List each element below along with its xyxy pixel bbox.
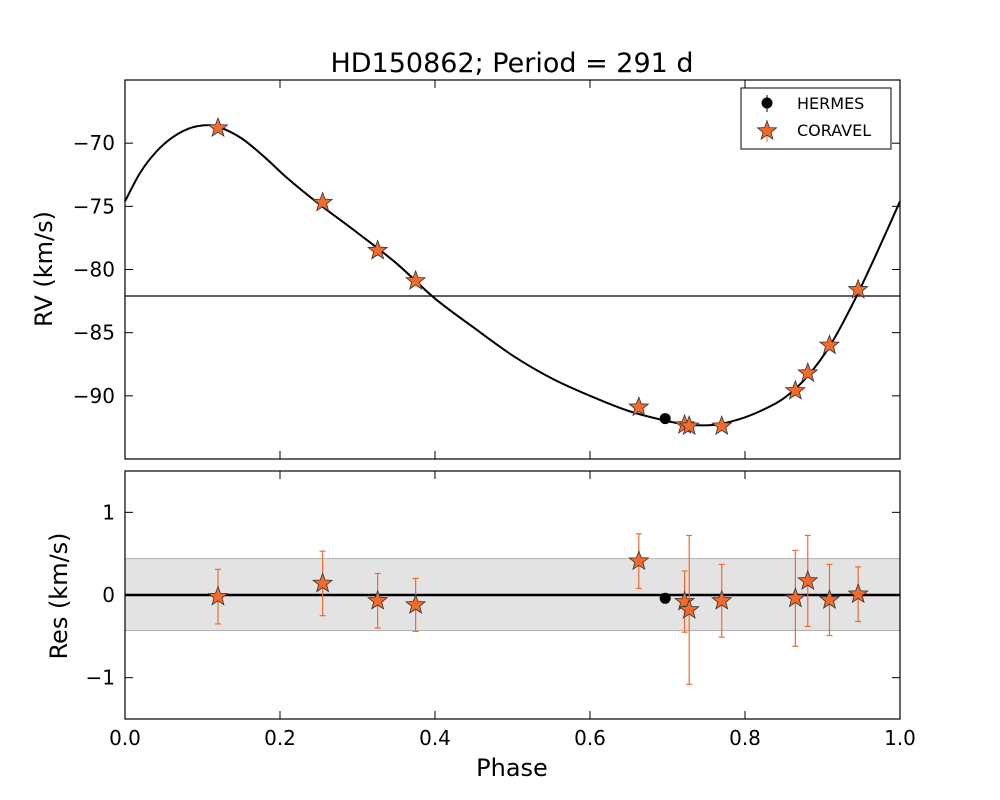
coravel-rv-point [797, 361, 819, 383]
coravel-residual-point [673, 590, 696, 611]
coravel-residual-point [312, 572, 334, 593]
x-tick-label: 0.6 [574, 726, 606, 750]
coravel-residual-point [784, 587, 806, 608]
bottom-panel-ticks: 1 0 −1 0.0 0.2 0.4 0.6 0.8 1.0 [86, 471, 916, 750]
coravel-rv-point [207, 116, 229, 138]
coravel-rv-point [818, 334, 841, 355]
legend: HERMES CORAVEL [740, 87, 892, 150]
x-tick-label: 0.4 [419, 726, 451, 750]
bottom-y-tick-label: 1 [102, 500, 115, 524]
coravel-rv-point [784, 379, 806, 400]
coravel-rv-point [367, 239, 389, 260]
top-panel-ticks: −70 −75 −80 −85 −90 [73, 80, 901, 459]
coravel-residual-point [711, 589, 733, 610]
top-panel: −70 −75 −80 −85 −90 RV (km/s) HERMES CORAVEL [30, 79, 901, 460]
coravel-residual-point [367, 589, 389, 610]
x-axis-label: Phase [476, 754, 548, 782]
x-tick-label: 0.0 [109, 726, 141, 750]
orbit-fit-curve [124, 124, 901, 427]
bottom-y-axis-label: Res (km/s) [45, 532, 73, 659]
coravel-residual-point [678, 598, 700, 619]
coravel-rv-point [405, 269, 427, 290]
coravel-residual-point [628, 549, 650, 571]
coravel-rv-point [678, 415, 700, 436]
coravel-rv-point [711, 415, 733, 436]
legend-coravel-marker [756, 119, 778, 141]
top-panel-marks [207, 116, 869, 436]
coravel-residual-point [207, 585, 229, 606]
coravel-rv-point [628, 396, 650, 417]
x-tick-label: 0.8 [729, 726, 761, 750]
top-y-tick-label: −75 [73, 194, 115, 218]
legend-hermes-label: HERMES [797, 94, 864, 113]
hermes-residual-point [659, 592, 671, 604]
coravel-rv-point [312, 191, 334, 212]
coravel-residual-point [847, 583, 869, 604]
coravel-residual-point [818, 588, 841, 609]
coravel-residual-point [405, 593, 427, 614]
top-y-tick-label: −70 [73, 131, 115, 155]
chart-title: HD150862; Period = 291 d [330, 48, 693, 79]
bottom-panel: 1 0 −1 0.0 0.2 0.4 0.6 0.8 1.0 Res (km/s) [45, 470, 916, 750]
top-y-axis-label: RV (km/s) [30, 211, 58, 327]
coravel-residual-point [797, 569, 819, 590]
x-tick-label: 0.2 [264, 726, 296, 750]
top-y-tick-label: −80 [73, 258, 115, 282]
bottom-panel-marks [207, 533, 869, 685]
bottom-y-tick-label: −1 [86, 666, 115, 690]
hermes-rv-point [659, 413, 671, 425]
top-y-tick-label: −85 [73, 321, 115, 345]
legend-coravel-label: CORAVEL [797, 121, 871, 140]
coravel-rv-point [847, 278, 869, 299]
top-y-tick-label: −90 [73, 384, 115, 408]
top-panel-lines [124, 124, 901, 427]
bottom-y-tick-label: 0 [102, 583, 115, 607]
x-tick-label: 1.0 [884, 726, 916, 750]
legend-hermes-marker [761, 97, 773, 109]
